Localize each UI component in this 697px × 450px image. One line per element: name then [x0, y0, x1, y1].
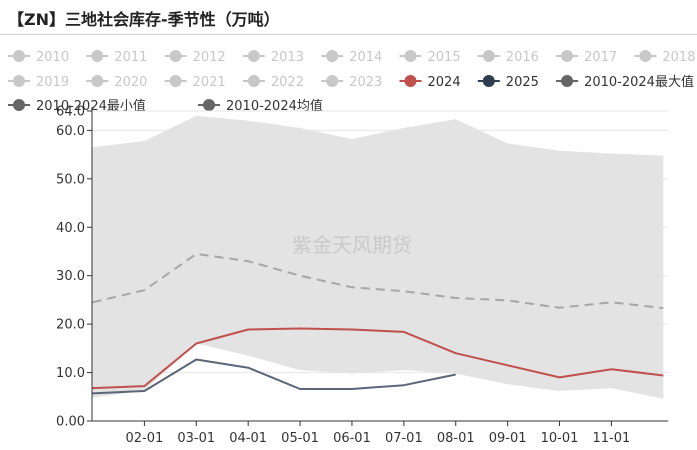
legend-item-2010-2024均值: 2010-2024均值	[198, 98, 323, 114]
y-tick-label: 50.0	[56, 172, 85, 187]
y-tick-label: 20.0	[56, 318, 85, 333]
legend-item-2023: 2023	[321, 75, 382, 90]
legend-marker	[203, 99, 215, 111]
legend-label: 2010	[36, 50, 69, 65]
legend-label: 2018	[662, 50, 695, 65]
legend-label: 2025	[506, 75, 539, 90]
legend-label: 2014	[349, 50, 382, 65]
legend-item-2022: 2022	[242, 75, 304, 90]
legend-label: 2021	[193, 75, 226, 90]
legend-label: 2011	[114, 50, 147, 65]
x-tick-label: 09-01	[489, 431, 527, 446]
y-tick-label: 10.0	[56, 366, 85, 381]
y-tick-label: 60.0	[56, 124, 85, 139]
legend-marker	[326, 75, 339, 87]
legend-marker	[13, 75, 25, 87]
chart-title: 【ZN】三地社会库存-季节性（万吨）	[8, 10, 280, 29]
legend-marker	[639, 50, 652, 62]
x-tick-label: 03-01	[177, 431, 215, 446]
legend-marker	[91, 75, 104, 87]
legend-marker	[482, 75, 495, 87]
x-tick-label: 10-01	[541, 431, 579, 446]
x-tick-label: 11-01	[593, 431, 631, 446]
legend-item-2011: 2011	[86, 50, 147, 65]
legend-marker	[247, 75, 260, 87]
legend-marker	[404, 75, 417, 87]
legend-label: 2016	[506, 50, 539, 65]
axes: 0.00 10.0 20.0 30.0 40.0 50.0 60.0 64.0 02-01 03-…	[56, 105, 668, 446]
legend-item-2012: 2012	[164, 50, 226, 65]
x-tick-label: 04-01	[229, 431, 267, 446]
legend-item-2018: 2018	[634, 50, 695, 65]
legend-item-2015: 2015	[399, 50, 461, 65]
legend: 2010 2011 2012 2013 2014 2015 2016 2017 2018 2019…	[8, 50, 695, 114]
series-line-2010-2024均值	[92, 252, 664, 310]
min-max-band	[92, 115, 664, 399]
y-tick-label: 30.0	[56, 269, 85, 284]
legend-marker	[561, 50, 574, 62]
legend-item-2020: 2020	[86, 75, 147, 90]
legend-item-2016: 2016	[477, 50, 539, 65]
legend-item-2013: 2013	[242, 50, 304, 65]
series-line-2025	[92, 358, 456, 395]
legend-label: 2012	[193, 50, 226, 65]
legend-label: 2010-2024最小值	[36, 98, 146, 114]
legend-label: 2010-2024最大值	[584, 74, 694, 90]
legend-item-2019: 2019	[8, 75, 69, 90]
legend-label: 2013	[271, 50, 304, 65]
legend-marker	[326, 50, 339, 62]
legend-marker	[247, 50, 260, 62]
legend-item-2010: 2010	[8, 50, 69, 65]
legend-marker	[561, 75, 574, 87]
legend-label: 2017	[584, 50, 617, 65]
legend-marker	[404, 50, 417, 62]
legend-item-2021: 2021	[164, 75, 226, 90]
legend-item-2024: 2024	[399, 75, 461, 90]
legend-marker	[91, 50, 104, 62]
series-line-2024	[92, 327, 664, 390]
legend-label: 2023	[349, 75, 382, 90]
y-tick-label: 0.00	[56, 415, 85, 430]
legend-label: 2015	[428, 50, 461, 65]
legend-item-2010-2024最大值: 2010-2024最大值	[556, 74, 694, 90]
x-tick-label: 08-01	[437, 431, 475, 446]
legend-marker	[13, 50, 25, 62]
legend-marker	[13, 99, 25, 111]
y-tick-label: 40.0	[56, 221, 85, 236]
legend-marker	[169, 75, 182, 87]
y-tick-label: 64.0	[56, 105, 85, 120]
x-tick-label: 07-01	[385, 431, 423, 446]
legend-label: 2019	[36, 75, 69, 90]
title-divider	[0, 34, 697, 35]
legend-item-2014: 2014	[321, 50, 382, 65]
x-tick-label: 05-01	[281, 431, 319, 446]
watermark: 紫金天风期货	[292, 233, 412, 257]
x-tick-label: 06-01	[333, 431, 371, 446]
legend-item-2010-2024最小值: 2010-2024最小值	[8, 98, 146, 114]
legend-label: 2020	[114, 75, 147, 90]
legend-label: 2010-2024均值	[226, 98, 323, 114]
legend-marker	[482, 50, 495, 62]
x-tick-label: 02-01	[126, 431, 164, 446]
legend-label: 2022	[271, 75, 304, 90]
legend-item-2017: 2017	[556, 50, 617, 65]
legend-label: 2024	[428, 75, 461, 90]
legend-item-2025: 2025	[477, 75, 539, 90]
series-lines	[92, 252, 664, 395]
legend-marker	[169, 50, 182, 62]
